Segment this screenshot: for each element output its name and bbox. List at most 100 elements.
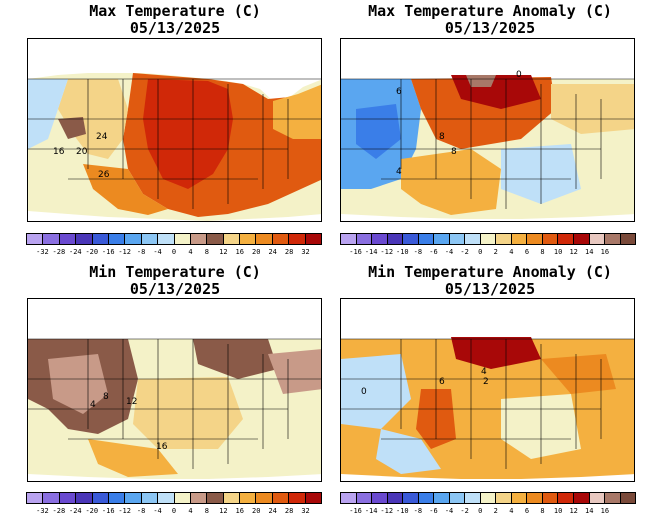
colorbar-tick-label: 14 (585, 507, 594, 515)
colorbar-swatch (108, 493, 126, 503)
colorbar-swatch (605, 493, 621, 503)
colorbar-swatch (465, 234, 481, 244)
contour-label: 4 (481, 367, 487, 377)
colorbar-tick-label: 4 (509, 507, 514, 515)
colorbar-swatch (527, 234, 543, 244)
contour-label: 0 (516, 70, 522, 80)
contour-label: 0 (361, 387, 367, 397)
colorbar-labels-max-temperature: -32 -28 -24 -20 -16 -12 -8 -4 0 4 8 12 16 20 24 28 32 (26, 248, 322, 258)
panel-date-text: 05/13/2025 (129, 280, 221, 298)
contour-label: 4 (90, 400, 96, 410)
colorbar-tick-label: -8 (136, 507, 146, 515)
panel-title-max-temperature-anomaly: Max Temperature Anomaly (C) 05/13/2025 (340, 3, 640, 37)
contour-label: 20 (76, 147, 88, 157)
colorbar-swatch (76, 234, 93, 244)
colorbar-swatch (403, 234, 419, 244)
colorbar-tick-label: 28 (284, 248, 294, 256)
colorbar-swatch (158, 234, 175, 244)
panel-title-text: Max Temperature (C) (89, 2, 261, 20)
map-max-temperature-anomaly: 6 8 8 0 4 (340, 38, 635, 222)
colorbar-tick-label: 10 (553, 248, 563, 256)
panel-title-min-temperature-anomaly: Min Temperature Anomaly (C) 05/13/2025 (340, 264, 640, 298)
colorbar-tick-label: 20 (252, 507, 261, 515)
colorbar-tick-label: 32 (301, 248, 310, 256)
region-warm-south (401, 149, 501, 215)
colorbar-labels-min-temperature: -32 -28 -24 -20 -16 -12 -8 -4 0 4 8 12 16 20 24 28 32 (26, 507, 322, 517)
colorbar-swatch (272, 493, 290, 503)
colorbar-labels-max-temperature-anomaly: -16 -14 -12 -10 -8 -6 -4 -2 0 2 4 6 8 10 12 14 16 (340, 248, 636, 258)
contour-label: 8 (451, 147, 457, 157)
contour-label: 6 (439, 377, 445, 387)
colorbar-swatch (480, 234, 497, 244)
colorbar-tick-label: -32 (36, 507, 49, 515)
mexico-gulf (341, 474, 634, 481)
contour-label: 26 (98, 170, 110, 180)
colorbar-tick-label: 8 (540, 248, 545, 256)
region-northeast (273, 84, 321, 139)
colorbar-swatch (240, 493, 257, 503)
colorbar-swatch (620, 493, 636, 503)
panel-date-text: 05/13/2025 (444, 280, 536, 298)
colorbar-swatch (356, 493, 373, 503)
colorbar-tick-label: -4 (153, 507, 162, 515)
contour-label: 24 (96, 132, 108, 142)
colorbar-swatch (190, 234, 208, 244)
colorbar-tick-label: 12 (219, 248, 228, 256)
region-hot (143, 79, 233, 189)
colorbar-tick-label: -8 (136, 248, 146, 256)
map-min-temperature-anomaly: 6 4 2 0 (340, 298, 635, 482)
colorbar-tick-label: -14 (364, 507, 378, 515)
colorbar-tick-label: -6 (429, 248, 438, 256)
colorbar-swatch (418, 493, 435, 503)
colorbar-swatch (174, 234, 191, 244)
colorbar-swatch (372, 493, 388, 503)
colorbar-swatch (356, 234, 373, 244)
colorbar-tick-label: -12 (380, 507, 394, 515)
colorbar-swatch (573, 493, 590, 503)
colorbar-swatch (76, 493, 93, 503)
panel-date-text: 05/13/2025 (129, 19, 221, 37)
colorbar-swatch (108, 234, 126, 244)
colorbar-tick-label: -4 (444, 248, 454, 256)
region-northeast (551, 84, 634, 134)
colorbar-swatch (511, 234, 528, 244)
colorbar-max-temperature (26, 233, 322, 245)
colorbar-swatch (59, 234, 77, 244)
colorbar-swatch (158, 493, 175, 503)
colorbar-swatch (418, 234, 435, 244)
colorbar-tick-label: -14 (364, 248, 378, 256)
map-max-temperature-anomaly-svg: 6 8 8 0 4 (341, 70, 634, 221)
colorbar-swatch (174, 493, 191, 503)
colorbar-tick-label: 12 (569, 248, 578, 256)
colorbar-swatch (256, 234, 273, 244)
colorbar-tick-label: -12 (118, 507, 131, 515)
mexico-gulf (28, 211, 321, 221)
colorbar-tick-label: 0 (171, 248, 177, 256)
colorbar-tick-label: 4 (188, 248, 193, 256)
region-cool-coast (28, 79, 68, 149)
colorbar-tick-label: 14 (585, 248, 594, 256)
colorbar-tick-label: -6 (429, 507, 438, 515)
colorbar-swatch (289, 493, 306, 503)
colorbar-tick-label: -20 (85, 248, 99, 256)
colorbar-swatch (403, 493, 419, 503)
colorbar-tick-label: 6 (524, 248, 530, 256)
colorbar-tick-label: 16 (600, 507, 610, 515)
panel-title-max-temperature: Max Temperature (C) 05/13/2025 (25, 3, 325, 37)
colorbar-tick-label: -16 (101, 248, 115, 256)
colorbar-min-temperature (26, 492, 322, 504)
colorbar-tick-label: 8 (204, 248, 209, 256)
colorbar-swatch (305, 493, 322, 503)
contour-label: 2 (483, 377, 489, 387)
colorbar-swatch (620, 234, 636, 244)
colorbar-tick-label: 0 (478, 507, 483, 515)
region-warm-south (88, 439, 178, 477)
colorbar-tick-label: 10 (553, 507, 563, 515)
map-max-temperature-svg: 24 16 20 26 (28, 73, 321, 221)
colorbar-swatch (27, 234, 44, 244)
colorbar-tick-label: 16 (235, 248, 244, 256)
panel-date-text: 05/13/2025 (444, 19, 536, 37)
colorbar-tick-label: -24 (69, 507, 82, 515)
mexico-gulf (341, 214, 634, 221)
colorbar-swatch (305, 234, 322, 244)
